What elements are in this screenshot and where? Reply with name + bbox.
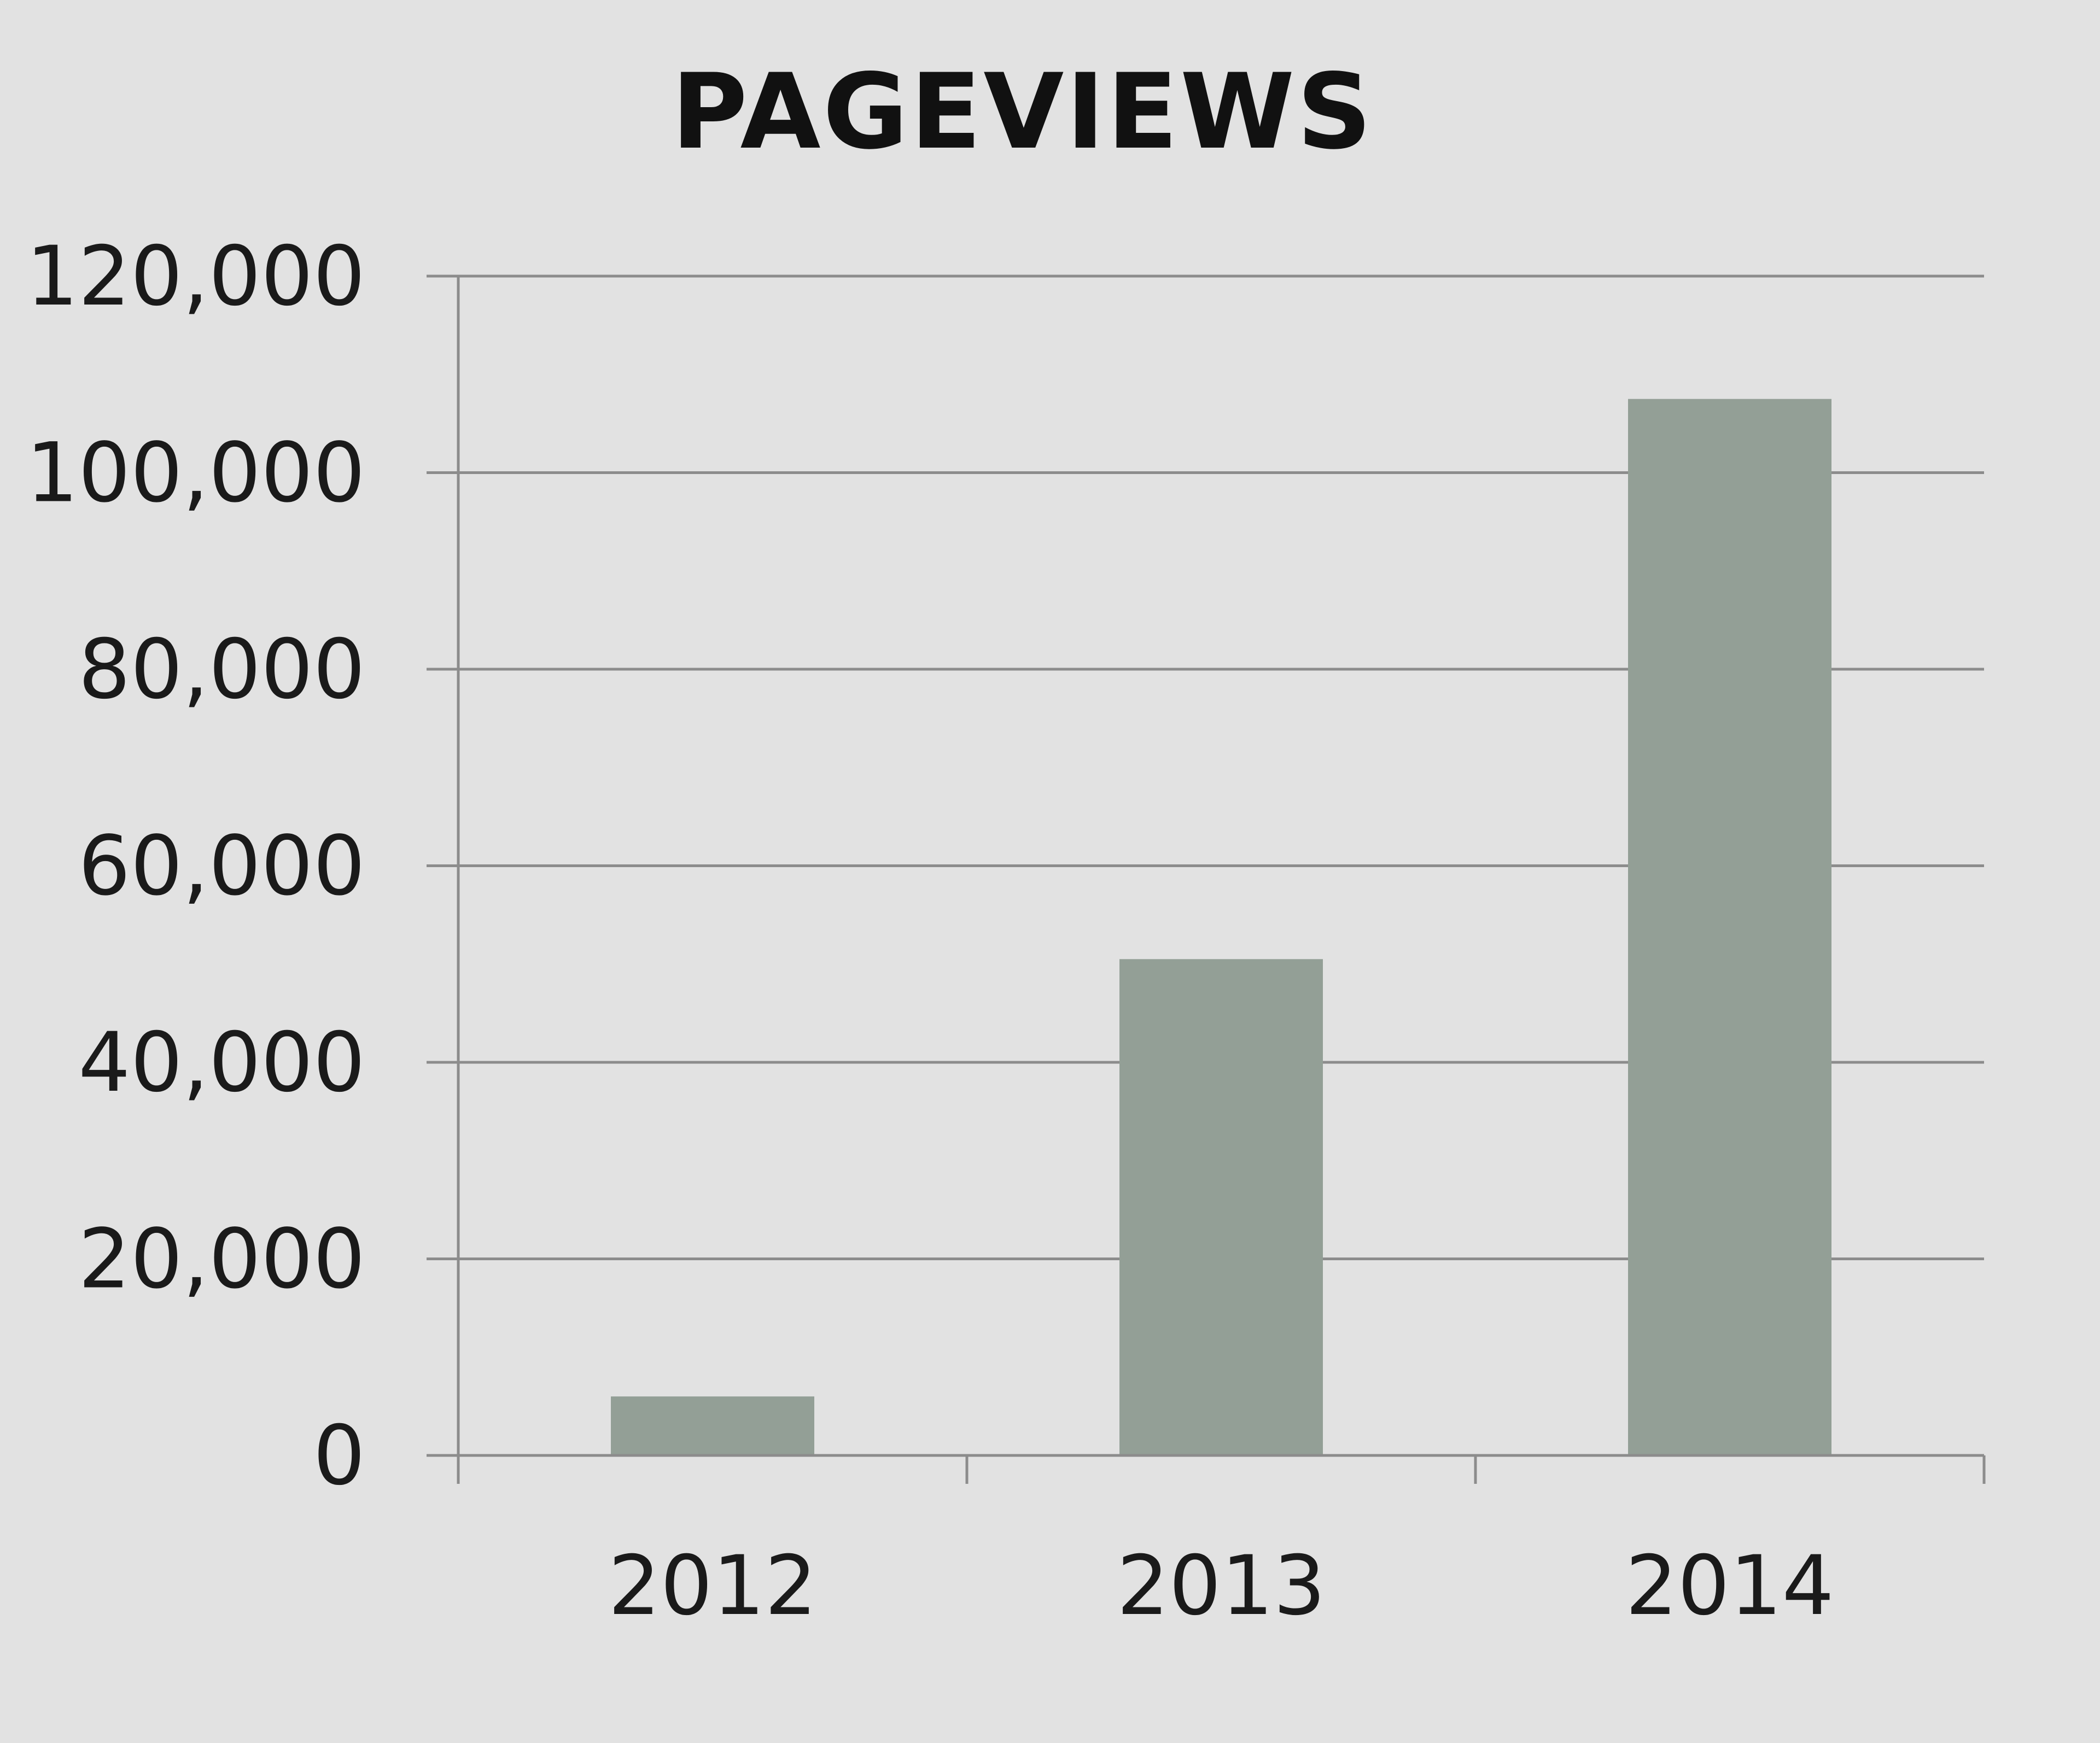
y-tick-label: 60,000	[78, 819, 365, 914]
y-tick-label: 100,000	[26, 426, 365, 521]
y-tick-label: 120,000	[26, 229, 365, 324]
bar-2013	[1119, 959, 1323, 1455]
x-tick-label-2012: 2012	[608, 1539, 817, 1634]
y-tick-label: 80,000	[78, 622, 365, 717]
tick-labels: 0 20,000 40,000 60,000 80,000 100,000 120,000 2…	[26, 229, 1834, 1634]
y-tick-label: 40,000	[78, 1015, 365, 1110]
bars	[611, 399, 1831, 1455]
y-tick-label: 0	[313, 1408, 365, 1504]
chart-title: PAGEVIEWS	[671, 51, 1374, 172]
x-tick-label-2013: 2013	[1117, 1539, 1326, 1634]
bar-2014	[1628, 399, 1831, 1455]
y-tick-label: 20,000	[78, 1212, 365, 1307]
axes	[427, 276, 1986, 1484]
x-tick-label-2014: 2014	[1625, 1539, 1834, 1634]
bar-2012	[611, 1396, 814, 1455]
